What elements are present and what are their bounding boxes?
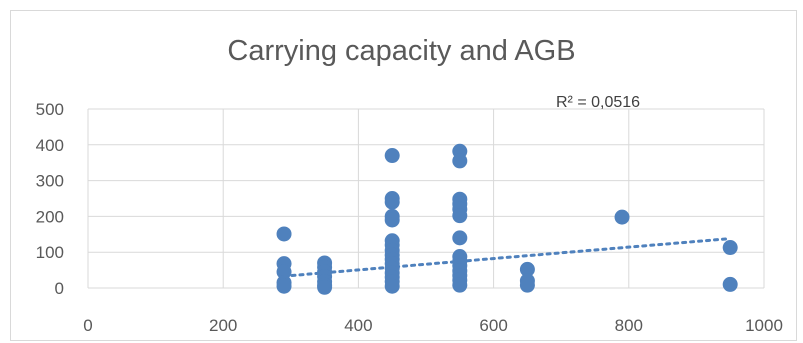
y-tick-label: 100 (36, 243, 64, 262)
y-tick-label: 500 (36, 100, 64, 119)
x-axis-ticks: 0 200 400 600 800 1000 (83, 316, 783, 335)
data-point (276, 278, 292, 294)
x-tick-label: 0 (83, 316, 92, 335)
data-point (519, 277, 535, 293)
data-points (276, 143, 738, 295)
x-tick-label: 800 (615, 316, 643, 335)
data-point (384, 212, 400, 228)
data-point (519, 261, 535, 277)
data-point (317, 279, 333, 295)
chart-frame (10, 10, 797, 341)
x-tick-label: 1000 (745, 316, 783, 335)
data-point (722, 240, 738, 256)
r-squared-label: R² = 0,0516 (556, 94, 640, 111)
y-tick-label: 400 (36, 136, 64, 155)
data-point (452, 230, 468, 246)
chart-title: Carrying capacity and AGB (227, 35, 576, 67)
data-point (614, 209, 630, 225)
data-point (722, 276, 738, 292)
y-axis-ticks: 0 100 200 300 400 500 (36, 100, 64, 298)
data-point (452, 208, 468, 224)
trendline (282, 237, 732, 278)
data-point (452, 153, 468, 169)
data-point (276, 226, 292, 242)
trendline-group (282, 237, 732, 278)
x-tick-label: 600 (479, 316, 507, 335)
data-point (384, 278, 400, 294)
y-tick-label: 200 (36, 207, 64, 226)
data-point (452, 277, 468, 293)
y-tick-label: 0 (55, 279, 64, 298)
x-tick-label: 400 (344, 316, 372, 335)
data-point (384, 194, 400, 210)
data-point (384, 148, 400, 164)
y-tick-label: 300 (36, 172, 64, 191)
gridlines (87, 108, 765, 289)
data-point (276, 264, 292, 280)
x-tick-label: 200 (209, 316, 237, 335)
